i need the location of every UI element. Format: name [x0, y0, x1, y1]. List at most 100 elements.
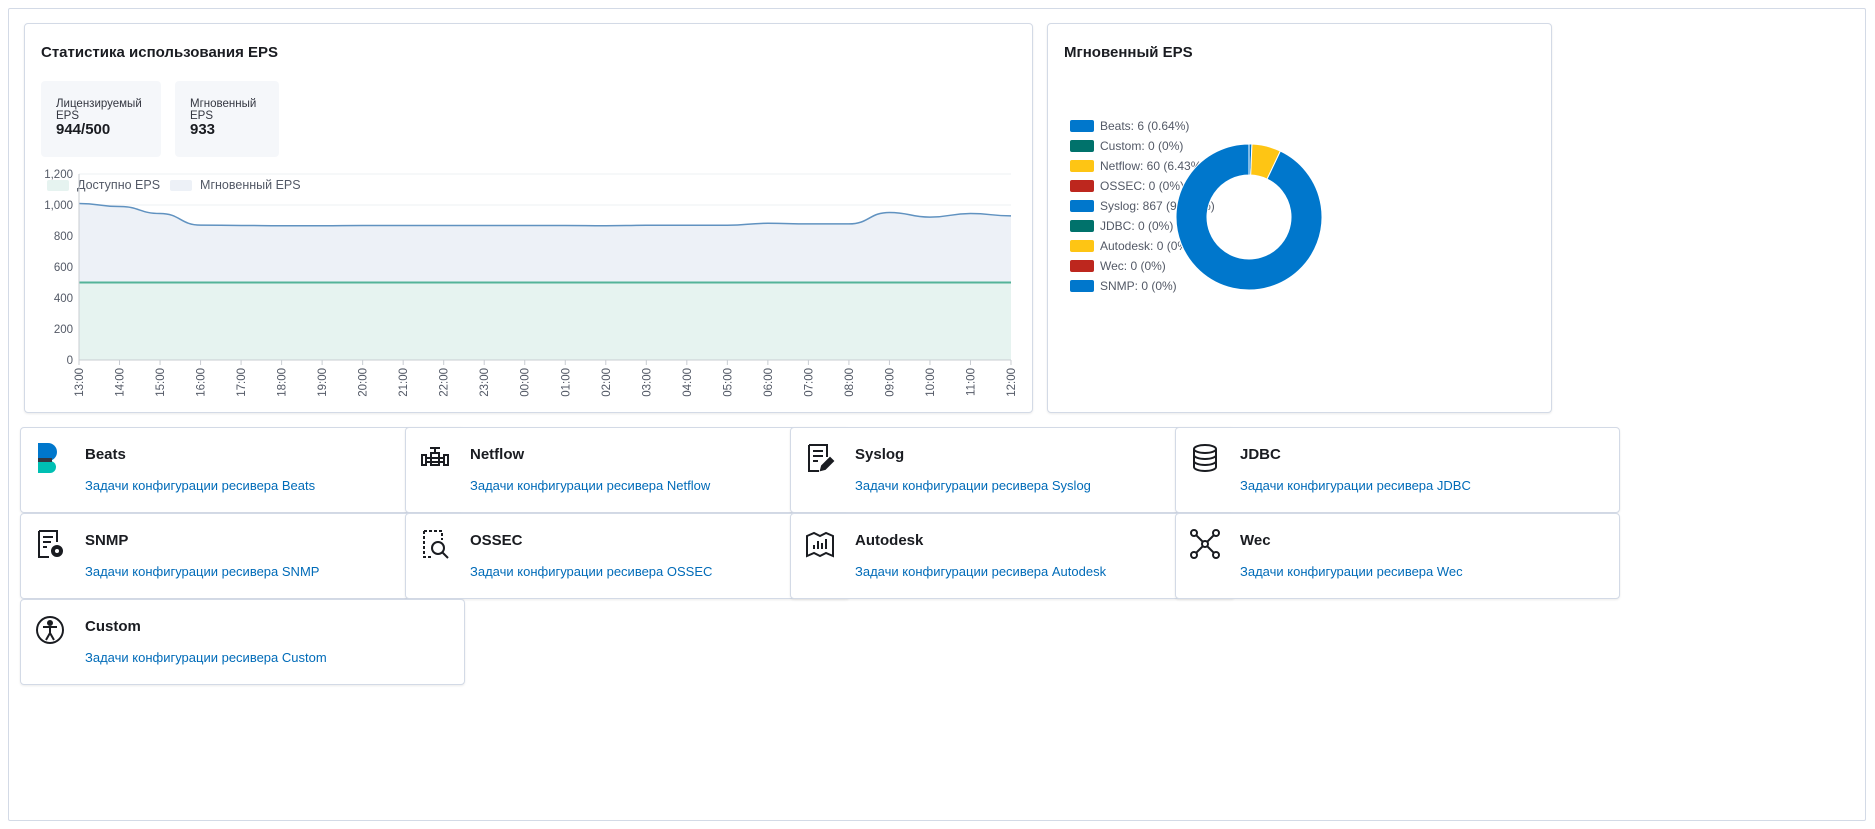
receiver-title: JDBC	[1240, 446, 1281, 463]
receiver-title: Syslog	[855, 446, 905, 463]
receiver-card-ossec[interactable]: OSSEC Задачи конфигурации ресивера OSSEC	[405, 513, 850, 599]
x-tick-label: 18:00	[277, 368, 289, 397]
donut-legend-swatch	[1070, 280, 1094, 292]
eps-area-chart: 0 200 400 600 800 1,000 1,200 13:00 14:00 15:00 16…	[44, 169, 1018, 397]
donut-legend-item-wec[interactable]: Wec: 0 (0%)	[1070, 256, 1215, 276]
donut-legend-item-beats[interactable]: Beats: 6 (0.64%)	[1070, 116, 1215, 136]
donut-legend-item-snmp[interactable]: SNMP: 0 (0%)	[1070, 276, 1215, 296]
donut-legend: Beats: 6 (0.64%) Custom: 0 (0%) Netflow: 6…	[1070, 116, 1215, 296]
donut-legend-swatch	[1070, 120, 1094, 132]
donut-legend-label: JDBC: 0 (0%)	[1100, 219, 1174, 233]
donut-legend-label: Beats: 6 (0.64%)	[1100, 119, 1190, 133]
accessibility-icon	[36, 616, 64, 644]
receiver-config-link[interactable]: Задачи конфигурации ресивера OSSEC	[470, 564, 713, 579]
x-tick-label: 21:00	[398, 368, 410, 397]
y-tick-label: 0	[67, 355, 73, 367]
legend-label-instant: Мгновенный EPS	[200, 178, 301, 192]
eps-chart-legend: Доступно EPS Мгновенный EPS	[47, 178, 311, 192]
eps-usage-panel: Статистика использования EPS Лицензируем…	[24, 23, 1033, 413]
receiver-title: Autodesk	[855, 532, 924, 549]
database-icon	[1193, 444, 1217, 472]
legend-swatch-available	[47, 179, 69, 191]
donut-slice-syslog[interactable]	[1175, 143, 1323, 291]
x-tick-label: 11:00	[965, 368, 977, 396]
beats-logo-icon	[38, 443, 57, 473]
donut-legend-item-ossec[interactable]: OSSEC: 0 (0%)	[1070, 176, 1215, 196]
donut-legend-item-custom[interactable]: Custom: 0 (0%)	[1070, 136, 1215, 156]
donut-legend-swatch	[1070, 260, 1094, 272]
x-tick-label: 06:00	[763, 368, 775, 397]
donut-legend-item-jdbc[interactable]: JDBC: 0 (0%)	[1070, 216, 1215, 236]
instant-eps-title: Мгновенный EPS	[1064, 44, 1193, 61]
legend-label-available: Доступно EPS	[77, 178, 161, 192]
legend-item-available[interactable]: Доступно EPS	[47, 178, 160, 192]
receiver-card-netflow[interactable]: Netflow Задачи конфигурации ресивера Net…	[405, 427, 850, 513]
receiver-card-beats[interactable]: Beats Задачи конфигурации ресивера Beats	[20, 427, 465, 513]
receiver-title: OSSEC	[470, 532, 523, 549]
x-tick-label: 19:00	[317, 368, 329, 397]
x-tick-label: 02:00	[601, 368, 613, 397]
receiver-config-link[interactable]: Задачи конфигурации ресивера Autodesk	[855, 564, 1107, 579]
receiver-config-link[interactable]: Задачи конфигурации ресивера Beats	[85, 478, 316, 493]
x-tick-label: 12:00	[1006, 368, 1018, 397]
receiver-card-custom[interactable]: Custom Задачи конфигурации ресивера Cust…	[20, 599, 465, 685]
x-tick-label: 16:00	[196, 368, 208, 397]
x-tick-label: 00:00	[520, 368, 532, 397]
donut-legend-label: Netflow: 60 (6.43%)	[1100, 159, 1206, 173]
donut-legend-label: Autodesk: 0 (0%)	[1100, 239, 1193, 253]
donut-legend-item-netflow[interactable]: Netflow: 60 (6.43%)	[1070, 156, 1215, 176]
map-chart-icon	[806, 531, 834, 558]
x-tick-label: 01:00	[560, 368, 572, 397]
x-tick-label: 07:00	[803, 368, 815, 397]
donut-legend-swatch	[1070, 180, 1094, 192]
x-tick-label: 20:00	[358, 368, 370, 397]
x-tick-label: 22:00	[439, 368, 451, 397]
x-tick-label: 05:00	[722, 368, 734, 397]
receiver-card-autodesk[interactable]: Autodesk Задачи конфигурации ресивера Au…	[790, 513, 1235, 599]
x-tick-label: 17:00	[236, 368, 248, 397]
donut-legend-label: OSSEC: 0 (0%)	[1100, 179, 1185, 193]
receiver-title: Beats	[85, 446, 126, 463]
legend-item-instant[interactable]: Мгновенный EPS	[170, 178, 301, 192]
x-tick-label: 09:00	[884, 368, 896, 397]
donut-legend-swatch	[1070, 240, 1094, 252]
legend-swatch-instant	[170, 179, 193, 191]
receiver-card-syslog[interactable]: Syslog Задачи конфигурации ресивера Sysl…	[790, 427, 1235, 513]
donut-legend-label: Custom: 0 (0%)	[1100, 139, 1184, 153]
eps-usage-title: Статистика использования EPS	[41, 44, 279, 61]
donut-legend-item-autodesk[interactable]: Autodesk: 0 (0%)	[1070, 236, 1215, 256]
x-tick-label: 15:00	[155, 368, 167, 397]
network-nodes-icon	[1190, 529, 1220, 559]
receiver-card-snmp[interactable]: SNMP Задачи конфигурации ресивера SNMP	[20, 513, 465, 599]
y-tick-label: 400	[54, 293, 73, 305]
instant-eps-panel: Мгновенный EPS Beats: 6 (0.64%) Custom: 0…	[1047, 23, 1552, 413]
licensed-eps-stat: Лицензируемый EPS 944/500	[41, 81, 161, 157]
pipe-valve-icon	[421, 447, 449, 466]
instant-eps-donut-chart	[1175, 143, 1323, 291]
x-tick-label: 03:00	[641, 368, 653, 397]
licensed-eps-label: Лицензируемый EPS	[56, 98, 142, 122]
instant-eps-label: Мгновенный EPS	[190, 98, 257, 122]
document-edit-icon	[808, 444, 835, 472]
receiver-config-link[interactable]: Задачи конфигурации ресивера SNMP	[85, 564, 320, 579]
y-tick-label: 200	[54, 324, 73, 336]
instant-eps-stat: Мгновенный EPS 933	[175, 81, 279, 157]
x-tick-label: 08:00	[844, 368, 856, 397]
donut-legend-swatch	[1070, 200, 1094, 212]
receiver-config-link[interactable]: Задачи конфигурации ресивера Syslog	[855, 478, 1091, 493]
receiver-title: Wec	[1240, 532, 1271, 549]
receiver-config-link[interactable]: Задачи конфигурации ресивера Wec	[1240, 564, 1463, 579]
donut-legend-swatch	[1070, 160, 1094, 172]
receiver-config-link[interactable]: Задачи конфигурации ресивера Custom	[85, 650, 327, 665]
donut-legend-label: Wec: 0 (0%)	[1100, 259, 1166, 273]
line-instant-eps	[78, 202, 1012, 227]
receiver-card-wec[interactable]: Wec Задачи конфигурации ресивера Wec	[1175, 513, 1620, 599]
document-search-icon	[423, 530, 449, 559]
receiver-card-jdbc[interactable]: JDBC Задачи конфигурации ресивера JDBC	[1175, 427, 1620, 513]
x-tick-label: 14:00	[115, 368, 127, 397]
instant-eps-value: 933	[190, 121, 216, 138]
receiver-config-link[interactable]: Задачи конфигурации ресивера Netflow	[470, 478, 711, 493]
y-tick-label: 1,200	[44, 169, 73, 181]
receiver-config-link[interactable]: Задачи конфигурации ресивера JDBC	[1240, 478, 1471, 493]
area-available-eps	[79, 282, 1011, 360]
